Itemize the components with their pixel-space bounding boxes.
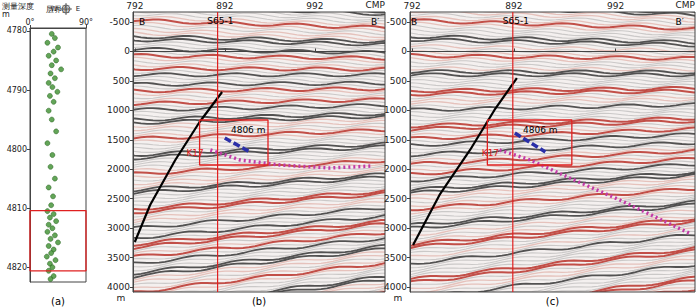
svg-text:0: 0 (401, 46, 407, 56)
svg-text:(b): (b) (252, 296, 266, 307)
svg-text:B: B (139, 17, 145, 27)
svg-text:892: 892 (505, 1, 522, 11)
svg-text:90°: 90° (79, 18, 93, 27)
svg-text:2500: 2500 (107, 194, 130, 204)
svg-text:测量深度: 测量深度 (2, 1, 34, 11)
svg-text:1000: 1000 (107, 105, 130, 115)
svg-text:K17: K17 (482, 148, 499, 158)
svg-text:500: 500 (113, 76, 130, 86)
svg-text:3000: 3000 (384, 223, 407, 233)
svg-text:4800: 4800 (7, 145, 27, 154)
svg-text:500: 500 (390, 76, 407, 86)
svg-text:4790: 4790 (7, 86, 27, 95)
svg-text:1500: 1500 (384, 135, 407, 145)
svg-text:4806 m: 4806 m (231, 125, 266, 135)
svg-text:0°: 0° (25, 18, 34, 27)
svg-text:K17: K17 (186, 148, 203, 158)
svg-text:S65-1: S65-1 (503, 16, 529, 26)
svg-text:W: W (51, 5, 58, 13)
svg-text:CMP: CMP (676, 0, 696, 10)
svg-text:2000: 2000 (384, 164, 407, 174)
svg-text:4000: 4000 (384, 282, 407, 292)
svg-text:892: 892 (216, 1, 233, 11)
svg-text:4820: 4820 (7, 263, 27, 272)
svg-text:B: B (411, 17, 417, 27)
svg-text:3500: 3500 (107, 253, 130, 263)
svg-text:B′: B′ (676, 17, 684, 27)
svg-text:CMP: CMP (366, 0, 386, 10)
svg-text:(c): (c) (546, 296, 559, 307)
svg-text:-500: -500 (387, 17, 408, 27)
svg-text:4780: 4780 (7, 26, 27, 35)
svg-text:-500: -500 (110, 17, 131, 27)
svg-text:2500: 2500 (384, 194, 407, 204)
svg-text:792: 792 (403, 1, 420, 11)
svg-text:4806 m: 4806 m (523, 125, 558, 135)
svg-text:层界面: 层界面 (46, 4, 70, 14)
svg-text:1000: 1000 (384, 105, 407, 115)
svg-text:2000: 2000 (107, 164, 130, 174)
svg-text:E: E (76, 5, 80, 13)
svg-text:S65-1: S65-1 (207, 16, 233, 26)
svg-text:3000: 3000 (107, 223, 130, 233)
svg-text:m: m (117, 293, 126, 303)
svg-text:4810: 4810 (7, 204, 27, 213)
svg-text:0: 0 (124, 46, 130, 56)
svg-text:m: m (394, 293, 403, 303)
svg-text:B′: B′ (371, 17, 379, 27)
svg-text:992: 992 (607, 1, 624, 11)
svg-text:4000: 4000 (107, 282, 130, 292)
svg-text:792: 792 (126, 1, 143, 11)
svg-text:m: m (2, 10, 10, 19)
svg-text:3500: 3500 (384, 253, 407, 263)
svg-text:1500: 1500 (107, 135, 130, 145)
svg-text:992: 992 (306, 1, 323, 11)
svg-text:(a): (a) (51, 296, 65, 307)
